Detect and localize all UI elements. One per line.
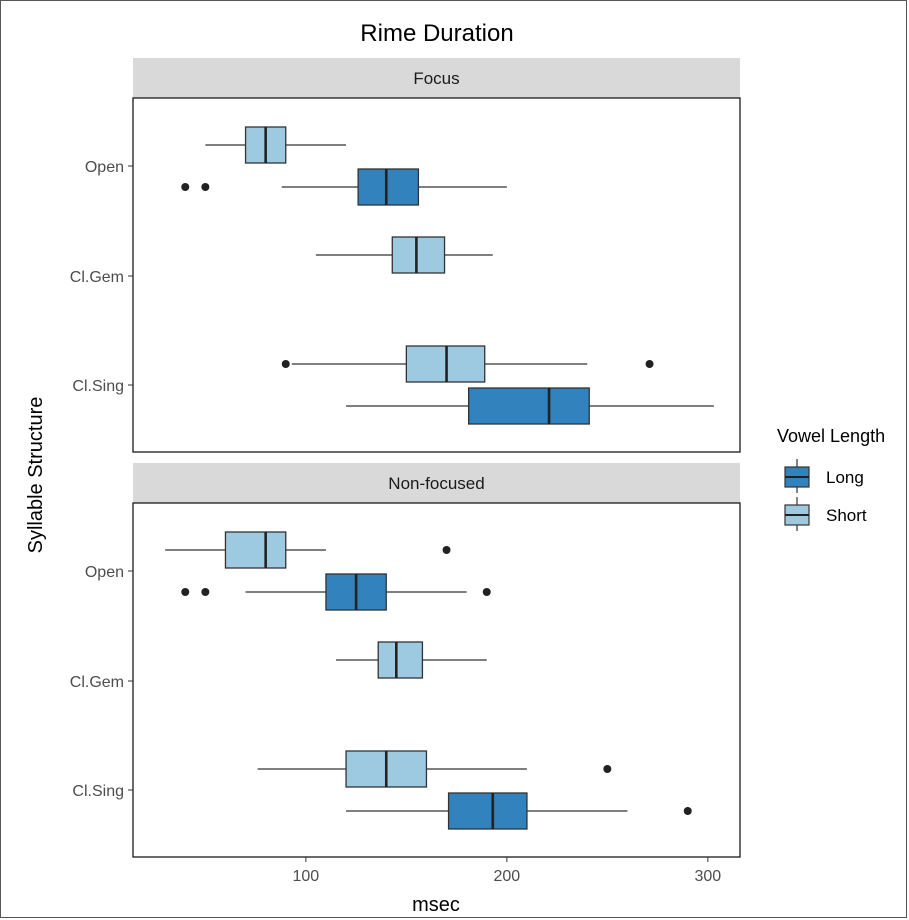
legend-title: Vowel Length bbox=[777, 426, 885, 446]
y-tick-label: Cl.Gem bbox=[70, 269, 124, 286]
legend: Vowel Length Long Short bbox=[777, 426, 885, 531]
facet-strip-label: Non-focused bbox=[388, 474, 484, 493]
box-open-short bbox=[205, 126, 347, 164]
facet-panel bbox=[132, 502, 741, 858]
box-iqr bbox=[377, 641, 424, 679]
facet-strip bbox=[133, 58, 740, 98]
outlier-point bbox=[442, 546, 451, 554]
x-tick-label: 100 bbox=[293, 868, 320, 885]
y-axis-label: Syllable Structure bbox=[25, 397, 47, 554]
legend-key-short bbox=[784, 497, 810, 531]
outlier-point bbox=[281, 360, 290, 368]
box-cl-sing-short bbox=[257, 750, 612, 788]
box-iqr bbox=[224, 531, 287, 569]
y-tick-label: Cl.Sing bbox=[72, 783, 124, 800]
y-tick-label: Cl.Gem bbox=[70, 674, 124, 691]
legend-key-long bbox=[784, 459, 810, 493]
box-iqr bbox=[357, 168, 420, 206]
chart-title: Rime Duration bbox=[360, 20, 513, 47]
y-tick-label: Open bbox=[85, 564, 124, 581]
box-cl-gem-short bbox=[336, 641, 487, 679]
box-iqr bbox=[391, 236, 446, 274]
x-axis-label: msec bbox=[412, 894, 460, 916]
box-iqr bbox=[468, 387, 590, 425]
outlier-point bbox=[201, 588, 210, 596]
outlier-point bbox=[603, 765, 612, 773]
box-cl-sing-short bbox=[281, 345, 654, 383]
outlier-point bbox=[683, 807, 692, 815]
box-cl-sing-long bbox=[346, 387, 714, 425]
outlier-point bbox=[201, 183, 210, 191]
outlier-point bbox=[482, 588, 491, 596]
facet-1: Non-focused Open Cl.Gem Cl.Sing bbox=[70, 463, 741, 858]
facet-0: Focus Open Cl.Gem Cl.Sing bbox=[70, 58, 741, 453]
outlier-point bbox=[645, 360, 654, 368]
box-cl-gem-short bbox=[315, 236, 493, 274]
facet-panel bbox=[132, 97, 741, 453]
box-iqr bbox=[447, 792, 528, 830]
legend-label: Short bbox=[826, 506, 867, 525]
outlier-point bbox=[181, 588, 190, 596]
facet-strip bbox=[133, 463, 740, 503]
box-cl-sing-long bbox=[346, 792, 692, 830]
x-tick-label: 200 bbox=[493, 868, 520, 885]
outlier-point bbox=[181, 183, 190, 191]
legend-label: Long bbox=[826, 468, 864, 487]
box-open-short bbox=[165, 531, 451, 569]
box-open-long bbox=[181, 168, 507, 206]
box-open-long bbox=[181, 573, 491, 611]
facet-strip-label: Focus bbox=[413, 69, 459, 88]
y-tick-label: Open bbox=[85, 159, 124, 176]
y-tick-label: Cl.Sing bbox=[72, 378, 124, 395]
x-tick-label: 300 bbox=[694, 868, 721, 885]
